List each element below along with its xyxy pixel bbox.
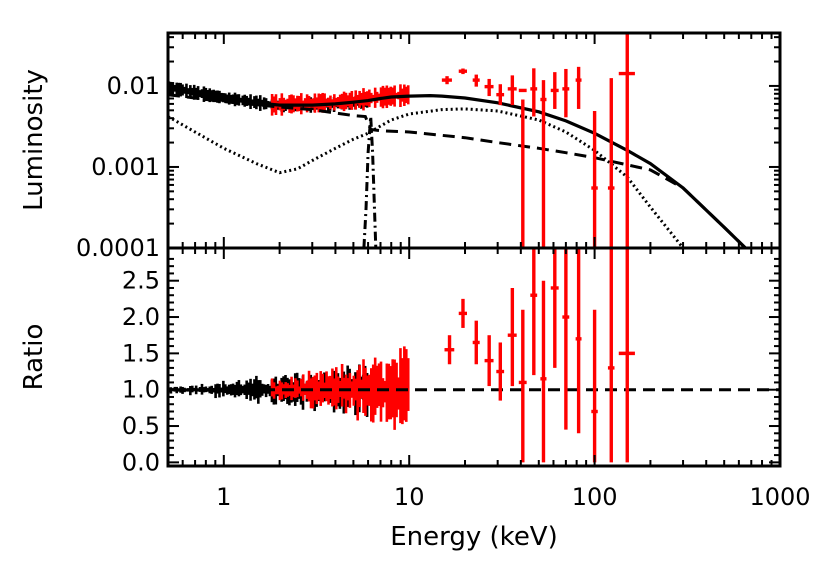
fe-k-line-line xyxy=(362,116,378,248)
y-tick-label-bottom-2: 1.0 xyxy=(122,376,160,404)
y-tick-label-bottom-0: 0.0 xyxy=(122,448,160,476)
ratio-panel xyxy=(168,248,780,463)
luminosity-panel-frame xyxy=(166,31,782,250)
x-tick-label-3: 1000 xyxy=(749,483,810,511)
y-tick-label-bottom-4: 2.0 xyxy=(122,303,160,331)
x-axis-title: Energy (keV) xyxy=(390,522,558,552)
y-tick-label-bottom-5: 2.5 xyxy=(122,267,160,295)
total-model-line xyxy=(168,85,748,248)
x-tick-label-1: 10 xyxy=(394,483,425,511)
reflection-component-line xyxy=(168,107,685,248)
y-axis-title-luminosity: Luminosity xyxy=(19,69,49,211)
luminosity-panel xyxy=(168,33,748,248)
axis-ticks xyxy=(167,33,780,466)
ratio-panel-frame xyxy=(166,246,782,468)
y-tick-label-top-1: 0.001 xyxy=(91,153,160,181)
power-law-component-line xyxy=(168,93,748,248)
y-axis-title-ratio: Ratio xyxy=(19,324,49,391)
x-tick-label-0: 1 xyxy=(216,483,231,511)
y-tick-label-top-0: 0.01 xyxy=(107,72,160,100)
y-tick-label-top-2: 0.0001 xyxy=(76,234,160,262)
y-tick-label-bottom-1: 0.5 xyxy=(122,412,160,440)
y-tick-label-bottom-3: 1.5 xyxy=(122,339,160,367)
x-tick-label-2: 100 xyxy=(572,483,618,511)
